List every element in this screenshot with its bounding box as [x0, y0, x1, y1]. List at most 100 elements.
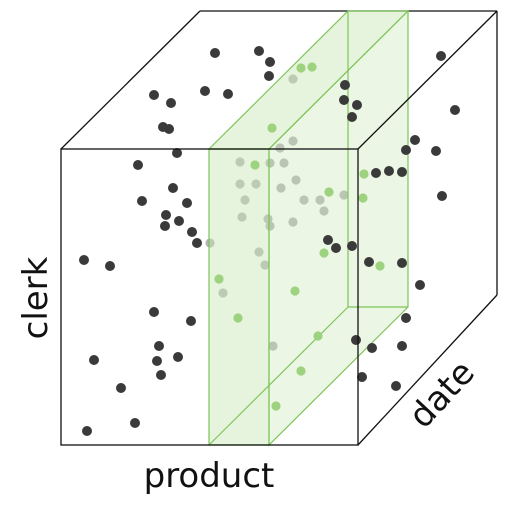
data-point [401, 145, 411, 155]
data-point-behind-slice [240, 195, 250, 205]
data-point [187, 227, 197, 237]
data-point [149, 90, 159, 100]
data-point-behind-slice [299, 195, 309, 205]
data-point [265, 57, 275, 67]
data-point [347, 112, 357, 122]
data-point-behind-slice [319, 206, 329, 216]
data-point [415, 280, 425, 290]
data-point-behind-slice [288, 136, 298, 146]
slice-bottom-left [208, 306, 349, 446]
cube-front-edges [60, 10, 498, 446]
data-point-behind-slice [263, 214, 273, 224]
data-point [357, 372, 367, 382]
data-point [200, 86, 210, 96]
data-point [154, 341, 164, 351]
data-point-behind-slice [254, 247, 264, 257]
data-point-behind-slice [265, 158, 275, 168]
data-point-in-slice [324, 187, 334, 197]
data-point-behind-slice [218, 288, 228, 298]
data-point [210, 48, 220, 58]
data-point [364, 257, 374, 267]
data-point [264, 71, 274, 81]
data-point-in-slice [296, 366, 306, 376]
data-point-behind-slice [237, 212, 247, 222]
data-point-in-slice [313, 331, 323, 341]
data-point-behind-slice [291, 175, 301, 185]
data-point [149, 307, 159, 317]
data-point [397, 341, 407, 351]
data-point [401, 313, 411, 323]
data-point-behind-slice [279, 158, 289, 168]
data-point [164, 124, 174, 134]
points-behind-slice [205, 74, 349, 351]
cube-front-face [60, 148, 359, 446]
data-point [166, 98, 176, 108]
data-point-in-slice [267, 123, 277, 133]
data-point [130, 418, 140, 428]
data-point-behind-slice [315, 195, 325, 205]
data-point [156, 370, 166, 380]
data-point [173, 352, 183, 362]
data-point [82, 426, 92, 436]
data-point [347, 241, 357, 251]
data-point [186, 316, 196, 326]
slice-front-face [208, 148, 270, 446]
data-point [410, 135, 420, 145]
data-point-behind-slice [288, 74, 298, 84]
cube-edge-bottom-right [357, 294, 498, 446]
data-point-in-slice [250, 160, 260, 170]
data-point [182, 198, 192, 208]
data-point [116, 383, 126, 393]
data-point-in-slice [271, 401, 281, 411]
data-point-behind-slice [268, 341, 278, 351]
y-axis-label: clerk [16, 256, 56, 339]
data-point [137, 196, 147, 206]
data-point [397, 258, 407, 268]
data-point [133, 160, 143, 170]
data-point [323, 235, 333, 245]
data-point [174, 216, 184, 226]
data-point [339, 95, 349, 105]
data-point-behind-slice [251, 179, 261, 189]
data-point [450, 105, 460, 115]
data-point-behind-slice [275, 143, 285, 153]
data-point-behind-slice [235, 179, 245, 189]
data-point [160, 221, 170, 231]
data-point [437, 191, 447, 201]
data-point [172, 148, 182, 158]
data-point [192, 238, 202, 248]
data-point-in-slice [290, 286, 300, 296]
data-point [89, 355, 99, 365]
data-point [340, 80, 350, 90]
data-point [168, 183, 178, 193]
data-point [367, 343, 377, 353]
data-point-behind-slice [288, 217, 298, 227]
data-point [436, 51, 446, 61]
data-point [431, 146, 441, 156]
data-point [254, 46, 264, 56]
slice [207, 9, 410, 447]
data-point [79, 255, 89, 265]
data-point [391, 381, 401, 391]
data-point-in-slice [358, 193, 368, 203]
data-point [161, 210, 171, 220]
data-point-behind-slice [265, 221, 275, 231]
data-point-in-slice [359, 169, 369, 179]
data-point [397, 167, 407, 177]
data-point [223, 89, 233, 99]
data-point-behind-slice [205, 238, 215, 248]
data-point [371, 168, 381, 178]
z-axis-label: date [401, 353, 483, 436]
data-point-in-slice [375, 261, 385, 271]
data-point [105, 261, 115, 271]
data-point [331, 243, 341, 253]
data-point [351, 335, 361, 345]
cube-edge-top-left [60, 10, 201, 150]
data-point-in-slice [233, 313, 243, 323]
cube-edge-top-right [357, 10, 498, 150]
data-point [384, 166, 394, 176]
data-point-in-slice [214, 274, 224, 284]
data-point-behind-slice [339, 190, 349, 200]
